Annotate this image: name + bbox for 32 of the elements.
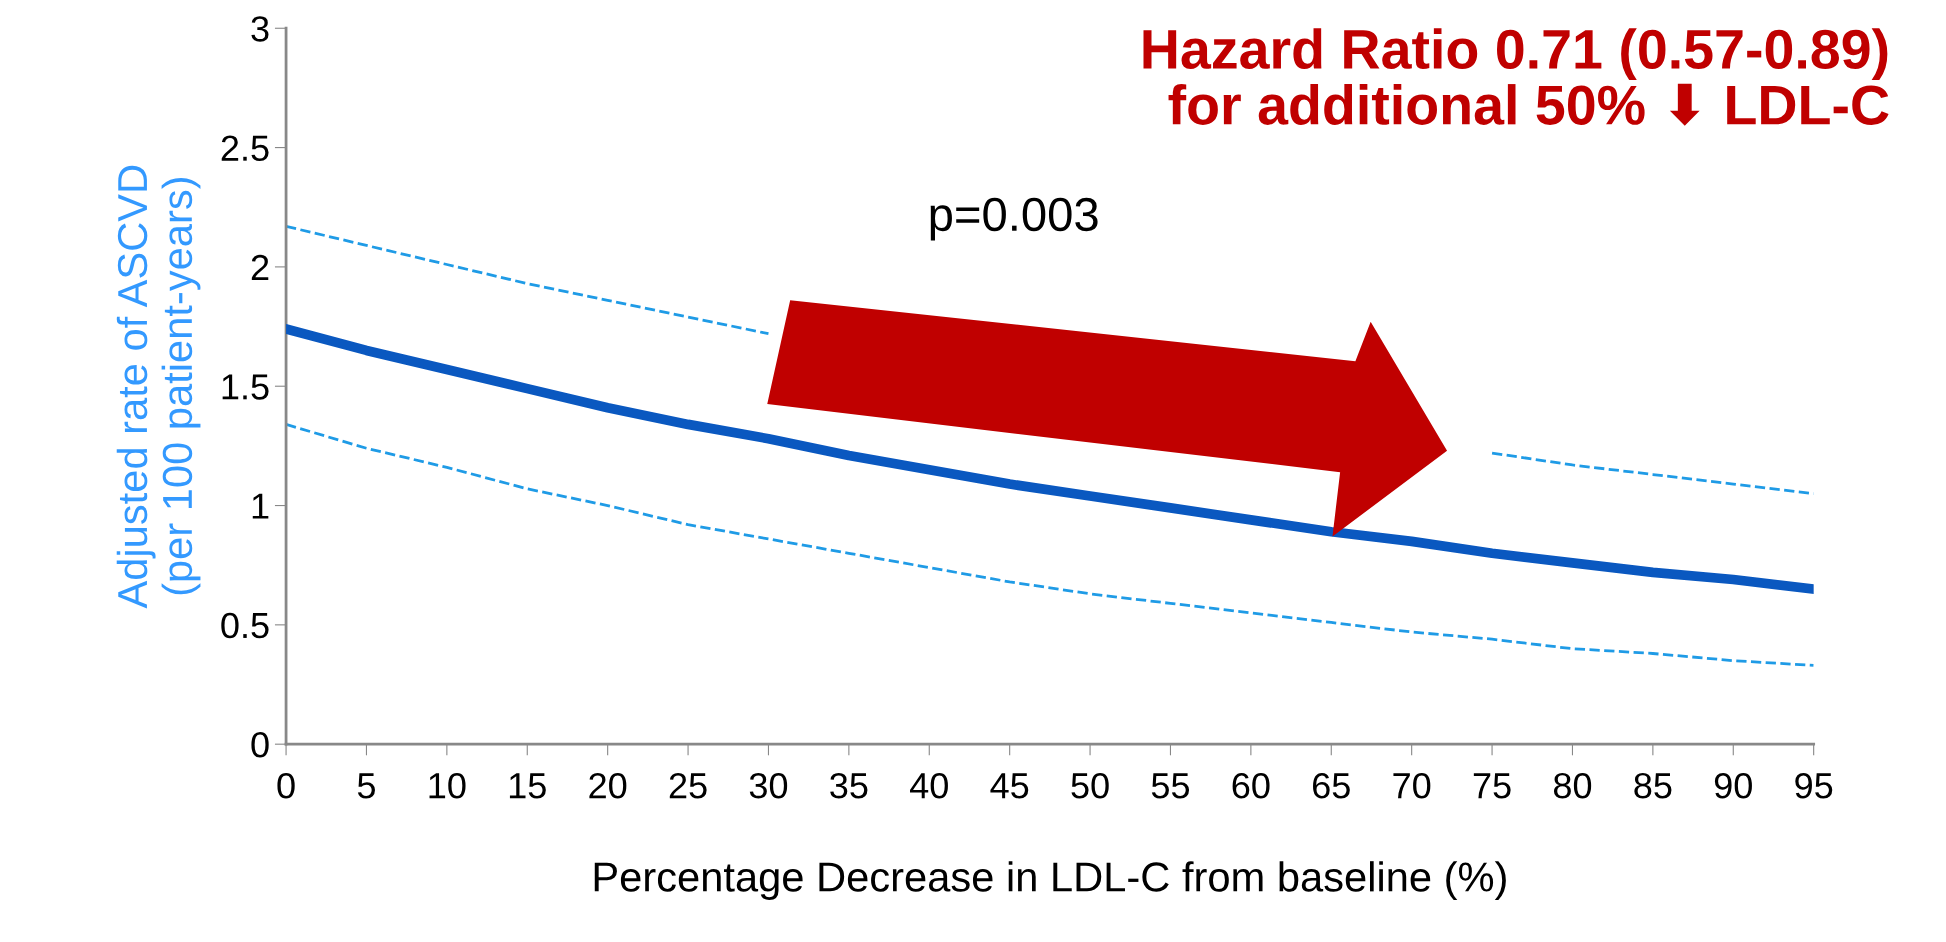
- y-tick-label: 0: [251, 732, 269, 758]
- x-tick-label: 60: [1232, 772, 1270, 799]
- x-tick-label: 20: [589, 772, 627, 799]
- x-tick-label: 80: [1553, 772, 1592, 799]
- x-tick-label: 45: [990, 773, 1029, 799]
- y-tick-label: 1: [252, 493, 269, 519]
- y-axis-title: Adjusted rate of ASCVD (per 100 patient-years): [116, 165, 201, 609]
- x-tick-label: 50: [1071, 772, 1109, 799]
- x-tick-label: 5: [357, 773, 375, 799]
- x-tick-label: 65: [1313, 772, 1350, 799]
- x-tick-label: 35: [830, 772, 868, 799]
- x-tick-label: 55: [1151, 773, 1190, 799]
- y-tick-label: 3: [251, 16, 269, 42]
- x-axis-title: Percentage Decrease in LDL-C from baseline (%): [594, 861, 1506, 901]
- line-series: [286, 423, 1814, 667]
- x-tick-label: 30: [749, 772, 788, 799]
- x-tick-label: 85: [1634, 772, 1672, 799]
- x-tick-label: 25: [669, 772, 707, 799]
- annotation: Hazard Ratio 0.71 (0.57-0.89) for additional 50% ⬇ LDL-C: [1143, 28, 1889, 126]
- x-tick-label: 15: [509, 773, 546, 799]
- y-tick-label: 2.5: [221, 135, 269, 162]
- y-tick-label: 1.5: [222, 374, 269, 400]
- x-tick-label: 40: [910, 772, 948, 799]
- x-tick-label: 75: [1473, 773, 1511, 799]
- x-tick-label: 10: [429, 772, 466, 799]
- x-tick-label: 70: [1393, 772, 1431, 799]
- x-tick-label: 0: [277, 772, 295, 799]
- y-tick-label: 0.5: [221, 612, 269, 639]
- annotation: p=0.003: [930, 197, 1098, 241]
- x-tick-label: 90: [1714, 772, 1752, 799]
- x-tick-label: 95: [1795, 772, 1833, 799]
- y-tick-label: 2: [251, 254, 269, 280]
